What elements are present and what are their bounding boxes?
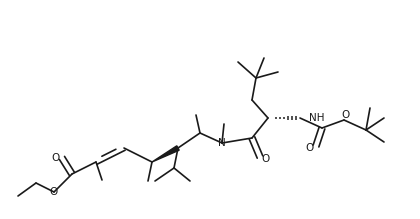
Text: O: O [306,143,314,153]
Text: O: O [261,154,269,164]
Text: O: O [52,153,60,163]
Polygon shape [152,146,179,162]
Text: NH: NH [309,113,325,123]
Text: O: O [342,110,350,120]
Text: N: N [218,138,226,148]
Text: O: O [50,187,58,197]
